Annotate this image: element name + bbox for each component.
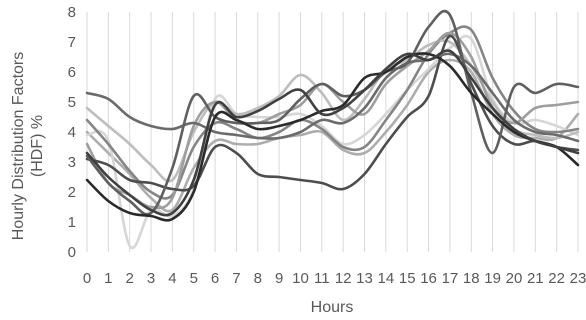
x-tick-label: 0 <box>83 270 91 287</box>
series-line-8 <box>85 25 580 200</box>
x-tick-label: 1 <box>104 270 112 287</box>
series-line-3 <box>85 9 580 216</box>
x-tick-label: 2 <box>126 270 134 287</box>
x-axis-title: Hours <box>311 299 354 316</box>
x-tick-label: 18 <box>463 270 480 287</box>
x-tick-label: 12 <box>335 270 352 287</box>
y-tick-label: 5 <box>68 94 76 111</box>
x-tick-label: 21 <box>527 270 544 287</box>
y-tick-label: 0 <box>68 244 76 261</box>
series-line-9 <box>85 34 580 250</box>
x-tick-label: 17 <box>442 270 459 287</box>
series-line-5 <box>85 34 580 192</box>
y-tick-label: 3 <box>68 154 76 171</box>
y-tick-labels: 0 1 2 3 4 5 6 7 8 <box>68 4 76 261</box>
x-tick-label: 20 <box>506 270 523 287</box>
x-tick-labels: 0 1 2 3 4 5 6 7 8 9 10 11 12 13 14 15 16 17 18 19 20 21 22 23 <box>83 270 586 287</box>
y-tick-label: 1 <box>68 214 76 231</box>
x-tick-label: 14 <box>378 270 395 287</box>
x-tick-label: 5 <box>190 270 198 287</box>
series-line-4 <box>85 52 580 143</box>
y-tick-label: 4 <box>68 124 76 141</box>
x-tick-label: 4 <box>168 270 176 287</box>
series-lines <box>85 9 580 250</box>
y-tick-label: 6 <box>68 64 76 81</box>
x-tick-label: 23 <box>570 270 586 287</box>
x-tick-label: 16 <box>420 270 437 287</box>
x-tick-label: 13 <box>356 270 373 287</box>
x-tick-label: 7 <box>232 270 240 287</box>
x-tick-label: 10 <box>292 270 309 287</box>
series-line-2 <box>85 52 580 222</box>
y-tick-label: 2 <box>68 184 76 201</box>
x-tick-label: 3 <box>147 270 155 287</box>
x-tick-label: 9 <box>275 270 283 287</box>
x-tick-label: 22 <box>548 270 565 287</box>
y-tick-label: 7 <box>68 34 76 51</box>
y-axis-title-line-2: (HDF) % <box>29 115 46 177</box>
x-tick-label: 6 <box>211 270 219 287</box>
gridlines <box>86 12 579 252</box>
x-tick-label: 19 <box>484 270 501 287</box>
series-line-1 <box>85 49 580 217</box>
y-axis-title: Hourly Distribution Factors (HDF) % <box>10 52 46 241</box>
x-tick-label: 8 <box>254 270 262 287</box>
y-tick-label: 8 <box>68 4 76 21</box>
x-tick-label: 15 <box>399 270 416 287</box>
x-tick-label: 11 <box>314 270 330 287</box>
y-axis-title-line-1: Hourly Distribution Factors <box>10 52 27 241</box>
